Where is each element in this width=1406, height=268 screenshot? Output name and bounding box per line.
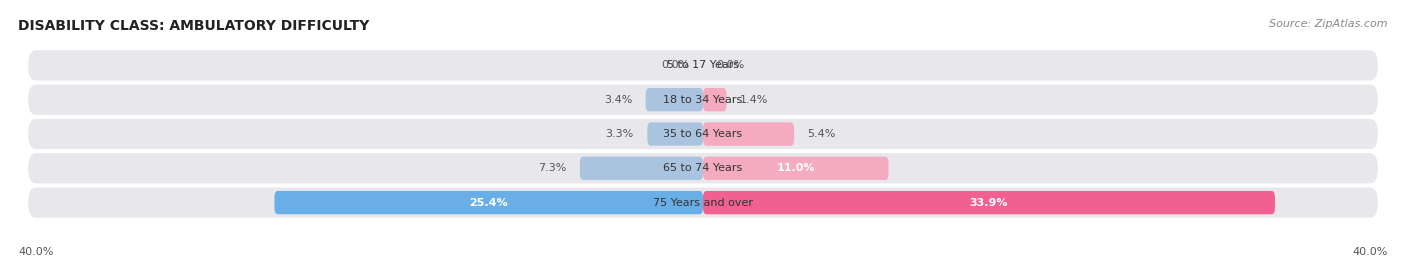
Text: 1.4%: 1.4% bbox=[740, 95, 769, 105]
Text: 35 to 64 Years: 35 to 64 Years bbox=[664, 129, 742, 139]
Text: 3.3%: 3.3% bbox=[606, 129, 634, 139]
Text: 18 to 34 Years: 18 to 34 Years bbox=[664, 95, 742, 105]
Text: 0.0%: 0.0% bbox=[661, 60, 689, 70]
FancyBboxPatch shape bbox=[274, 191, 703, 214]
FancyBboxPatch shape bbox=[647, 122, 703, 146]
Text: 25.4%: 25.4% bbox=[470, 198, 508, 208]
Text: 0.0%: 0.0% bbox=[717, 60, 745, 70]
Text: DISABILITY CLASS: AMBULATORY DIFFICULTY: DISABILITY CLASS: AMBULATORY DIFFICULTY bbox=[18, 19, 370, 33]
Text: 11.0%: 11.0% bbox=[776, 163, 815, 173]
FancyBboxPatch shape bbox=[28, 85, 1378, 115]
FancyBboxPatch shape bbox=[645, 88, 703, 111]
FancyBboxPatch shape bbox=[703, 191, 1275, 214]
FancyBboxPatch shape bbox=[28, 153, 1378, 183]
FancyBboxPatch shape bbox=[703, 88, 727, 111]
Text: 40.0%: 40.0% bbox=[18, 247, 53, 257]
FancyBboxPatch shape bbox=[703, 122, 794, 146]
FancyBboxPatch shape bbox=[28, 50, 1378, 80]
Text: 3.4%: 3.4% bbox=[603, 95, 633, 105]
Text: 65 to 74 Years: 65 to 74 Years bbox=[664, 163, 742, 173]
Text: 5.4%: 5.4% bbox=[807, 129, 837, 139]
Text: Source: ZipAtlas.com: Source: ZipAtlas.com bbox=[1270, 19, 1388, 29]
Text: 40.0%: 40.0% bbox=[1353, 247, 1388, 257]
Text: 75 Years and over: 75 Years and over bbox=[652, 198, 754, 208]
Text: 5 to 17 Years: 5 to 17 Years bbox=[666, 60, 740, 70]
FancyBboxPatch shape bbox=[28, 188, 1378, 218]
FancyBboxPatch shape bbox=[579, 157, 703, 180]
Text: 7.3%: 7.3% bbox=[538, 163, 567, 173]
FancyBboxPatch shape bbox=[703, 157, 889, 180]
FancyBboxPatch shape bbox=[28, 119, 1378, 149]
Text: 33.9%: 33.9% bbox=[970, 198, 1008, 208]
